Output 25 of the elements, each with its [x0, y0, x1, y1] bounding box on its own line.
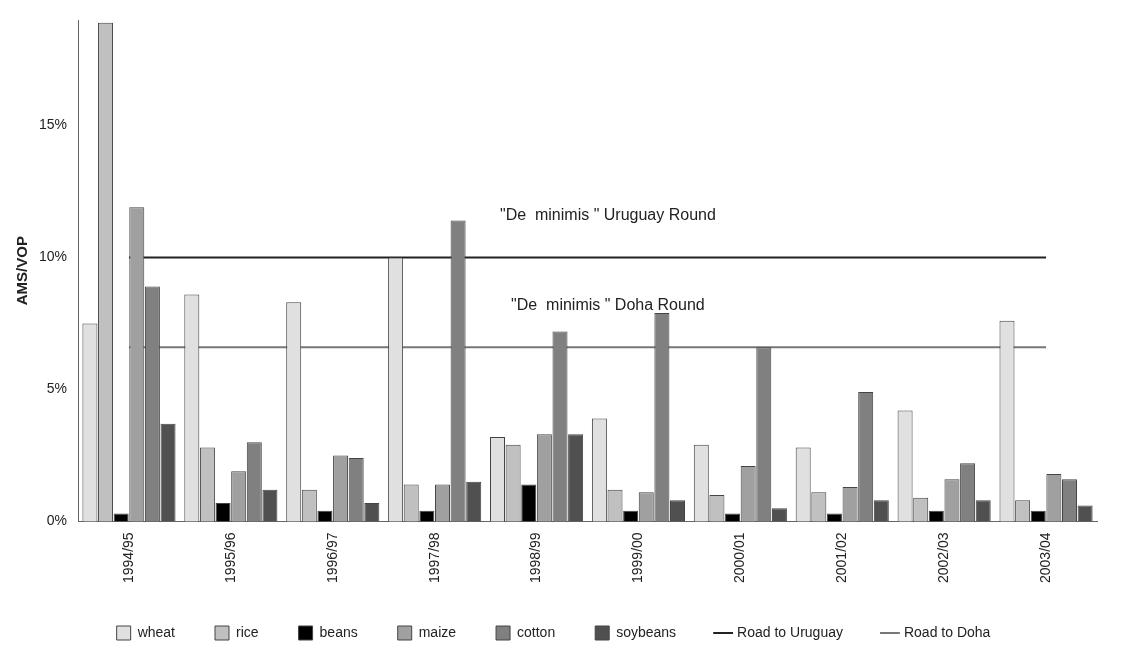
legend-label: Road to Doha — [903, 623, 991, 640]
y-tick-label: 15% — [38, 116, 68, 133]
legend-label: rice — [236, 623, 259, 640]
legend-label: beans — [319, 623, 358, 640]
legend-label: soybeans — [616, 623, 677, 640]
legend-label: cotton — [517, 623, 556, 640]
y-tick-label: 0% — [46, 512, 68, 529]
x-tick-label: 1996/97 — [323, 532, 340, 583]
x-tick-label: 2003/04 — [1036, 532, 1053, 583]
x-tick-label: 1995/96 — [221, 532, 238, 583]
x-tick-label: 1994/95 — [119, 532, 136, 583]
x-tick-label: 1998/99 — [527, 532, 544, 583]
annotation: "De minimis " Doha Round — [511, 295, 705, 313]
y-axis-title: AMS/VOP — [13, 236, 31, 306]
x-tick-label: 2001/02 — [833, 532, 850, 583]
x-tick-label: 2000/01 — [731, 532, 748, 583]
x-tick-label: 1999/00 — [629, 532, 646, 583]
y-tick-label: 5% — [46, 380, 68, 397]
x-tick-label: 1997/98 — [425, 532, 442, 583]
legend-label: Road to Uruguay — [737, 623, 843, 640]
x-tick-label: 2002/03 — [935, 532, 952, 583]
legend-label: maize — [418, 623, 457, 640]
legend-label: wheat — [136, 623, 176, 640]
annotation: "De minimis " Uruguay Round — [499, 205, 716, 223]
y-tick-label: 10% — [38, 248, 68, 265]
